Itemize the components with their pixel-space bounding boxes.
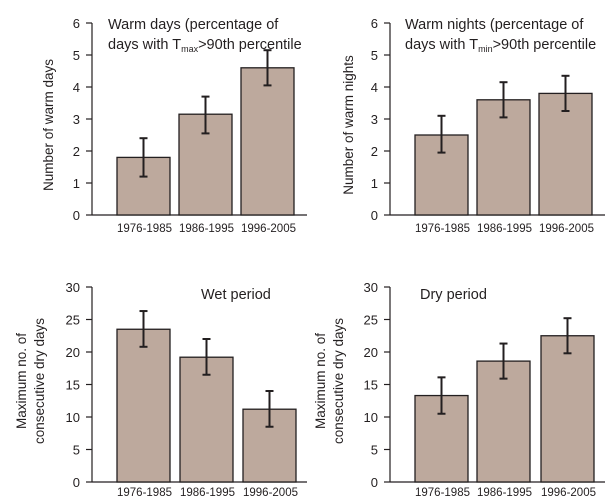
y-tick-label: 0 — [73, 475, 80, 490]
y-tick-label: 25 — [66, 313, 80, 328]
x-tick-label: 1976-1985 — [415, 223, 470, 235]
bars — [116, 49, 295, 216]
y-ticks: 0 1 2 3 4 5 6 — [73, 16, 92, 223]
y-tick-label: 2 — [73, 144, 80, 159]
y-tick-label: 15 — [66, 378, 80, 393]
chart-title-part-b: >90th percentile — [493, 37, 597, 53]
bar — [538, 92, 593, 216]
y-tick-label: 4 — [73, 80, 80, 95]
y-tick-label: 6 — [371, 16, 378, 31]
x-tick-labels: 1976-1985 1986-1995 1996-2005 — [117, 487, 298, 499]
x-tick-labels: 1976-1985 1986-1995 1996-2005 — [415, 487, 596, 499]
y-axis-label-line-1: Maximum no. of — [313, 333, 328, 429]
chart-title-subscript: max — [181, 44, 199, 54]
y-tick-label: 15 — [364, 378, 378, 393]
panel-wet-period: Wet period Maximum no. of consecutive dr… — [14, 280, 307, 499]
bars — [116, 310, 297, 483]
y-ticks: 0 1 2 3 4 5 6 — [371, 16, 390, 223]
panel-dry-period: Dry period Maximum no. of consecutive dr… — [313, 280, 605, 499]
y-tick-label: 5 — [73, 48, 80, 63]
y-tick-label: 30 — [364, 280, 378, 295]
bar — [240, 67, 295, 216]
y-tick-label: 20 — [364, 345, 378, 360]
chart-title-part-a: days with T — [405, 37, 478, 53]
y-tick-label: 10 — [364, 410, 378, 425]
chart-title-line-2: days with Tmax>90th percentile — [108, 37, 302, 54]
y-axis-label: Number of warm days — [41, 59, 56, 191]
y-tick-label: 20 — [66, 345, 80, 360]
y-tick-label: 5 — [371, 443, 378, 458]
panel-warm-days: Warm days (percentage of days with Tmax>… — [41, 16, 307, 235]
x-tick-labels: 1976-1985 1986-1995 1996-2005 — [415, 223, 594, 235]
x-tick-label: 1996-2005 — [241, 223, 296, 235]
y-tick-label: 2 — [371, 144, 378, 159]
x-tick-label: 1996-2005 — [243, 487, 298, 499]
y-axis-label-line-1: Maximum no. of — [14, 333, 29, 429]
y-tick-label: 0 — [73, 208, 80, 223]
chart-title-line-1: Warm days (percentage of — [108, 17, 279, 33]
bars — [414, 74, 593, 216]
y-axis-label-line-2: consecutive dry days — [32, 318, 47, 444]
x-tick-label: 1996-2005 — [541, 487, 596, 499]
chart-title: Dry period — [420, 287, 487, 303]
y-tick-label: 6 — [73, 16, 80, 31]
x-tick-label: 1986-1995 — [477, 487, 532, 499]
x-tick-label: 1996-2005 — [539, 223, 594, 235]
bar — [540, 335, 595, 483]
y-tick-label: 3 — [73, 112, 80, 127]
y-tick-label: 0 — [371, 208, 378, 223]
x-tick-label: 1976-1985 — [117, 487, 172, 499]
x-tick-label: 1986-1995 — [477, 223, 532, 235]
y-tick-label: 4 — [371, 80, 378, 95]
panel-warm-nights: Warm nights (percentage of days with Tmi… — [341, 16, 605, 235]
y-axis-label-line-2: consecutive dry days — [331, 318, 346, 444]
y-tick-label: 3 — [371, 112, 378, 127]
y-tick-label: 25 — [364, 313, 378, 328]
y-axis-label: Number of warm nights — [341, 55, 356, 195]
y-tick-label: 0 — [371, 475, 378, 490]
y-tick-label: 1 — [73, 176, 80, 191]
chart-title-line-2: days with Tmin>90th percentile — [405, 37, 596, 54]
x-tick-label: 1986-1995 — [179, 223, 234, 235]
bar — [179, 356, 234, 483]
y-tick-label: 5 — [73, 443, 80, 458]
y-tick-label: 5 — [371, 48, 378, 63]
chart-title-line-1: Warm nights (percentage of — [405, 17, 584, 33]
chart-title-part-b: >90th percentile — [198, 37, 302, 53]
bar — [116, 328, 171, 483]
bar — [476, 360, 531, 483]
chart-title-part-a: days with T — [108, 37, 181, 53]
x-tick-label: 1986-1995 — [180, 487, 235, 499]
y-ticks: 0 5 10 15 20 25 30 — [364, 280, 390, 490]
x-tick-label: 1976-1985 — [415, 487, 470, 499]
x-tick-label: 1976-1985 — [117, 223, 172, 235]
x-tick-labels: 1976-1985 1986-1995 1996-2005 — [117, 223, 296, 235]
y-ticks: 0 5 10 15 20 25 30 — [66, 280, 92, 490]
y-tick-label: 30 — [66, 280, 80, 295]
bars — [414, 317, 595, 483]
chart-title: Wet period — [201, 287, 271, 303]
chart-title-subscript: min — [478, 44, 493, 54]
y-tick-label: 1 — [371, 176, 378, 191]
y-tick-label: 10 — [66, 410, 80, 425]
